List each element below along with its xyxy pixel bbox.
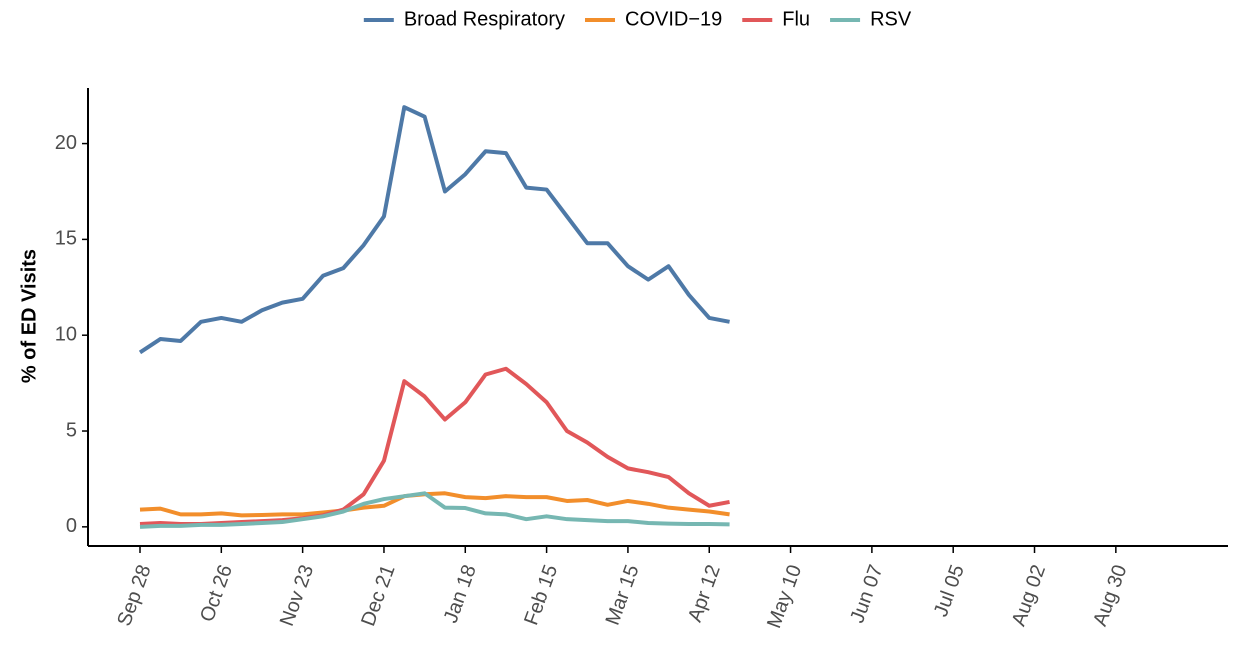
y-tick-label: 15 xyxy=(55,228,77,250)
y-tick-label: 20 xyxy=(55,132,77,154)
series-line xyxy=(138,105,730,355)
series-line xyxy=(139,491,730,518)
x-tick-label: Mar 15 xyxy=(602,562,644,628)
x-tick-label: Dec 21 xyxy=(357,562,399,629)
x-tick-label: Jun 07 xyxy=(846,562,887,626)
x-tick-label: Apr 12 xyxy=(684,562,725,625)
legend-label: Flu xyxy=(782,8,810,30)
x-tick-label: Jul 05 xyxy=(930,562,969,620)
series-line xyxy=(139,491,730,529)
legend-label: COVID−19 xyxy=(625,8,722,30)
x-tick-label: Aug 30 xyxy=(1089,562,1131,629)
x-tick-label: May 10 xyxy=(763,562,806,631)
legend-label: Broad Respiratory xyxy=(404,8,565,30)
legend-label: RSV xyxy=(870,8,912,30)
x-tick-label: Feb 15 xyxy=(520,562,562,628)
x-tick-label: Aug 02 xyxy=(1008,562,1050,629)
x-tick-label: Nov 23 xyxy=(276,562,318,629)
y-tick-label: 0 xyxy=(66,515,77,537)
x-tick-label: Jan 18 xyxy=(440,562,481,626)
x-tick-label: Oct 26 xyxy=(196,562,237,625)
legend: Broad Respiratory COVID−19 Flu RSV xyxy=(363,8,912,30)
x-tick-label: Sep 28 xyxy=(113,562,155,629)
y-tick-label: 10 xyxy=(55,323,77,345)
y-axis-label: % of ED Visits xyxy=(18,249,40,383)
y-tick-label: 5 xyxy=(66,419,77,441)
